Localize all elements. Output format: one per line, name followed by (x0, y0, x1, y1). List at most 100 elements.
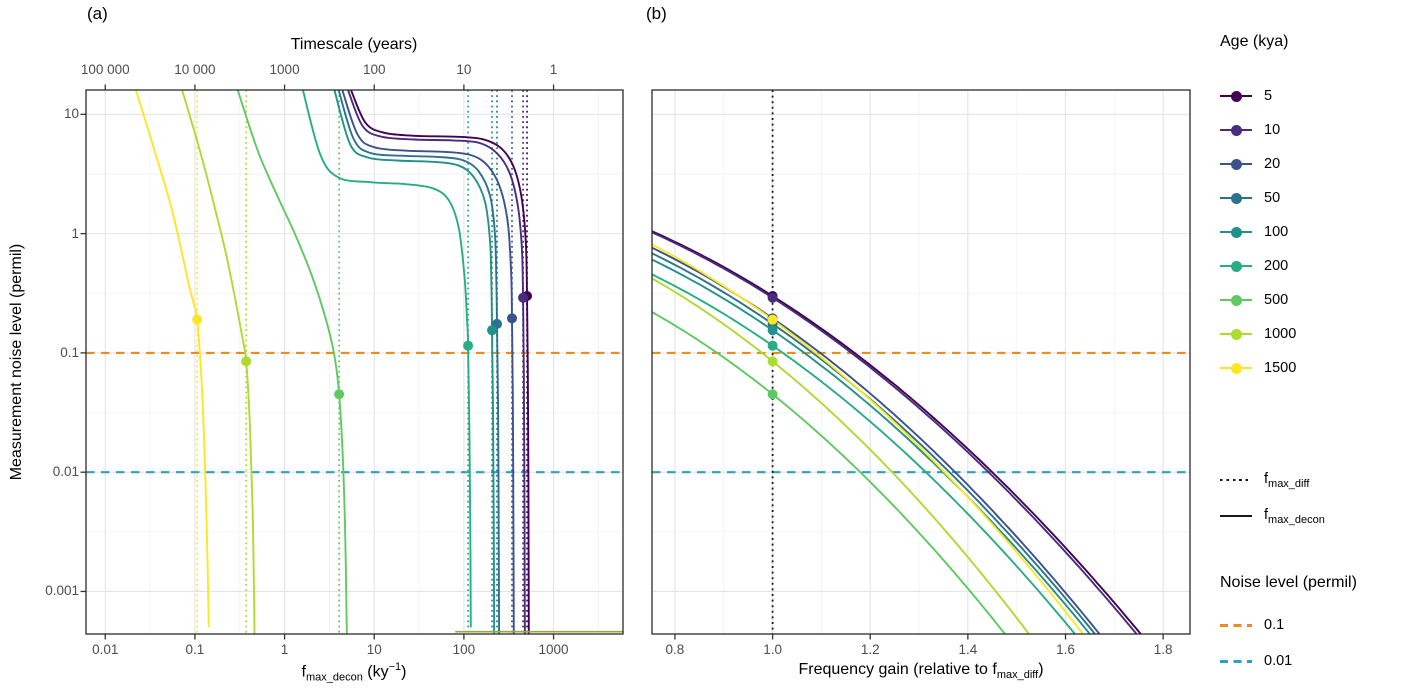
legend-label-age: 10 (1264, 122, 1281, 138)
panel-b-label: (b) (646, 4, 667, 23)
x-tick-label-a: 1 (280, 642, 289, 657)
curve-age-50-panel-a (337, 90, 501, 634)
legend-item-noise-0.1: 0.1 (1220, 614, 1284, 636)
line-dot-key-icon (1220, 124, 1252, 136)
legend-label-age: 20 (1264, 156, 1281, 172)
dashed-line-key-icon (1220, 655, 1252, 667)
curve-age-200-panel-b (652, 273, 1077, 634)
dot-age-1500-panel-a (192, 314, 203, 325)
dot-age-100-panel-a (487, 325, 498, 336)
legend-label-age: 100 (1264, 224, 1289, 240)
panel-a-label: (a) (87, 4, 108, 23)
panel-a-curves (134, 90, 623, 634)
top-tick-label: 100 (362, 62, 386, 77)
y-tick-label: 0.001 (45, 583, 79, 599)
line-dot-key-icon (1220, 362, 1252, 374)
line-dot-key-icon (1220, 328, 1252, 340)
legend-item-age-1500: 1500 (1220, 357, 1296, 379)
x-axis-title-a: fmax_decon (ky−1) (302, 661, 407, 684)
legend-item-age-1000: 1000 (1220, 323, 1296, 345)
curve-age-500-panel-a (236, 90, 348, 634)
dot-age-100-panel-b (767, 325, 778, 336)
curve-age-20-panel-a (341, 90, 515, 634)
top-tick-label: 1000 (269, 62, 300, 77)
y-tick-label: 1 (71, 225, 79, 241)
dashed-line-key-icon (1220, 619, 1252, 631)
top-tick-label: 1 (549, 62, 558, 77)
x-axis-title-a-sub: max_decon (305, 671, 363, 684)
curve-age-5-panel-b (652, 230, 1142, 634)
legend-label-age: 1500 (1264, 360, 1297, 376)
legend-item-age-5: 5 (1220, 85, 1272, 107)
top-tick-label: 100 000 (80, 62, 130, 77)
curve-age-5-panel-a (350, 90, 530, 634)
legend-label-noise: 0.1 (1264, 617, 1285, 633)
curve-age-1000-panel-b (652, 277, 1031, 634)
curve-age-10-panel-a (347, 90, 526, 634)
x-tick-label-b: 1.4 (958, 642, 978, 657)
top-axis-title: Timescale (years) (290, 36, 418, 53)
line-dot-key-icon (1220, 90, 1252, 102)
legend-age-title: Age (kya) (1220, 33, 1289, 50)
y-tick-label: 10 (63, 106, 79, 122)
curve-age-100-panel-a (333, 90, 496, 634)
curve-age-20-panel-b (652, 246, 1101, 634)
legend-noise-title: Noise level (permil) (1220, 574, 1357, 591)
y-tick-label: 0.1 (60, 344, 79, 360)
dot-age-10-panel-b (767, 292, 778, 303)
dot-age-500-panel-a (334, 389, 345, 400)
x-axis-title-a-mid: (ky (362, 663, 389, 681)
dot-age-10-panel-a (518, 292, 529, 303)
panel-a-border (85, 89, 624, 635)
x-axis-title-a-f: f (301, 663, 306, 681)
legend-item-age-500: 500 (1220, 289, 1288, 311)
dotted-line-key-icon (1220, 474, 1252, 486)
panel-b-border (651, 89, 1191, 635)
legend-item-age-50: 50 (1220, 187, 1280, 209)
dot-age-1000-panel-a (241, 356, 252, 367)
line-dot-key-icon (1220, 226, 1252, 238)
legend-label-age: 1000 (1264, 326, 1297, 342)
x-axis-title-a-sup: −1 (388, 661, 402, 673)
x-tick-label-b: 1.6 (1056, 642, 1075, 657)
x-tick-label-a: 100 (452, 642, 476, 657)
curve-age-500-panel-b (652, 311, 1007, 634)
y-axis-title: Measurement noise level (permil) (8, 243, 25, 481)
dot-age-1000-panel-b (767, 356, 778, 367)
line-dot-key-icon (1220, 158, 1252, 170)
dot-age-20-panel-a (507, 313, 518, 324)
top-tick-label: 10 000 (174, 62, 216, 77)
legend-item-age-20: 20 (1220, 153, 1280, 175)
dot-age-200-panel-a (463, 340, 474, 351)
x-tick-label-b: 0.8 (665, 642, 685, 657)
legend-label-age: 500 (1264, 292, 1289, 308)
legend-label-age: 50 (1264, 190, 1281, 206)
x-tick-label-b: 1.0 (763, 642, 782, 657)
legend-label-age: 5 (1264, 88, 1273, 104)
legend-item-age-200: 200 (1220, 255, 1288, 277)
x-tick-label-a: 1000 (538, 642, 569, 657)
x-axis-title-a-end: ) (401, 663, 407, 681)
x-tick-label-a: 0.01 (92, 642, 119, 657)
y-tick-label: 0.01 (52, 464, 79, 480)
x-tick-label-b: 1.2 (860, 642, 880, 657)
legend-label-noise: 0.01 (1264, 653, 1293, 669)
solid-line-key-icon (1220, 510, 1252, 522)
curve-age-200-panel-a (301, 90, 472, 628)
curve-age-1000-panel-a (181, 90, 256, 634)
x-tick-label-a: 10 (366, 642, 382, 657)
x-axis-title-b-pre: Frequency gain (relative to f (798, 661, 997, 678)
x-tick-label-a: 0.1 (185, 642, 205, 657)
legend-label-fmax-decon: fmax_decon (1264, 506, 1325, 526)
dot-age-500-panel-b (767, 389, 778, 400)
legend-item-noise-0.01: 0.01 (1220, 650, 1292, 672)
x-axis-title-b: Frequency gain (relative to fmax_diff) (798, 661, 1043, 681)
curve-age-10-panel-b (652, 231, 1138, 634)
legend-label-age: 200 (1264, 258, 1289, 274)
curve-age-1500-panel-a (134, 90, 210, 628)
x-axis-title-b-sub: max_diff (996, 669, 1039, 682)
curve-age-1500-panel-b (652, 243, 1085, 634)
legend-label-fmax-diff: fmax_diff (1264, 470, 1310, 490)
